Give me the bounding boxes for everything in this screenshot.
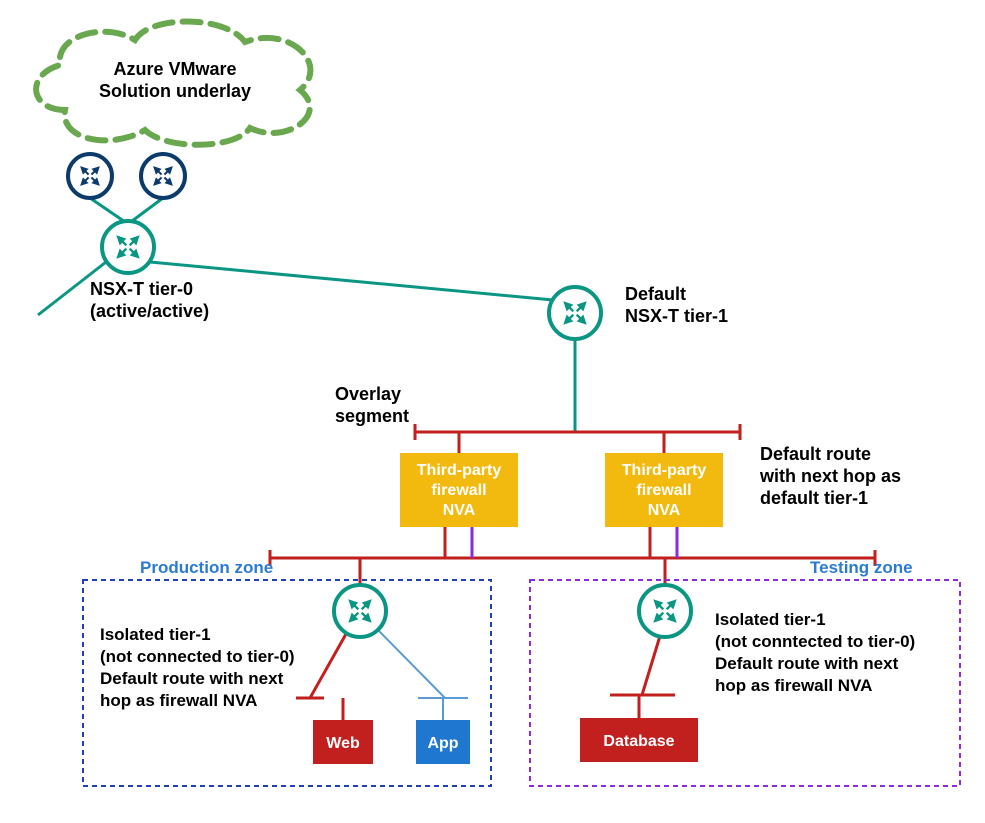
- tier1-router-icon: [549, 287, 601, 339]
- isolated-router-uplinks: [360, 558, 665, 585]
- default-route-label-3: default tier-1: [760, 488, 868, 508]
- edge-router-left-icon: [68, 154, 112, 198]
- svg-text:Web: Web: [326, 735, 360, 752]
- default-route-label-2: with next hop as: [759, 466, 901, 486]
- web-box: Web: [313, 720, 373, 764]
- iso-test-label-3: Default route with next: [715, 654, 899, 673]
- cloud-label-2: Solution underlay: [99, 81, 251, 101]
- svg-text:firewall: firewall: [431, 482, 486, 499]
- firewall-nva-left: Third-party firewall NVA: [400, 453, 518, 527]
- iso-test-label-4: hop as firewall NVA: [715, 676, 872, 695]
- firewall-uplinks: [459, 432, 664, 453]
- svg-text:NVA: NVA: [443, 502, 476, 519]
- overlay-label-1: Overlay: [335, 384, 401, 404]
- firewall-downlinks-red: [445, 527, 650, 558]
- default-route-label-1: Default route: [760, 444, 871, 464]
- database-box: Database: [580, 718, 698, 762]
- svg-text:Third-party: Third-party: [417, 462, 502, 479]
- tier0-label-1: NSX-T tier-0: [90, 279, 193, 299]
- testing-zone-label: Testing zone: [810, 558, 913, 577]
- tier0-label-2: (active/active): [90, 301, 209, 321]
- svg-text:firewall: firewall: [636, 482, 691, 499]
- iso-prod-label-1: Isolated tier-1: [100, 625, 211, 644]
- iso-prod-label-3: Default route with next: [100, 669, 284, 688]
- overlay-label-2: segment: [335, 406, 409, 426]
- test-router-links: [610, 636, 675, 718]
- tier1-label-1: Default: [625, 284, 686, 304]
- svg-text:App: App: [427, 735, 458, 752]
- svg-text:NVA: NVA: [648, 502, 681, 519]
- isolated-tier1-prod-router-icon: [334, 585, 386, 637]
- svg-text:Database: Database: [603, 733, 674, 750]
- iso-prod-label-2: (not connected to tier-0): [100, 647, 295, 666]
- tier1-label-2: NSX-T tier-1: [625, 306, 728, 326]
- iso-prod-label-4: hop as firewall NVA: [100, 691, 257, 710]
- edge-router-right-icon: [141, 154, 185, 198]
- cloud-label-1: Azure VMware: [113, 59, 236, 79]
- svg-text:Third-party: Third-party: [622, 462, 707, 479]
- app-box: App: [416, 720, 470, 764]
- firewall-nva-right: Third-party firewall NVA: [605, 453, 723, 527]
- firewall-downlinks-purple: [472, 527, 677, 558]
- prod-router-links: [296, 630, 468, 720]
- iso-test-label-2: (not conntected to tier-0): [715, 632, 915, 651]
- cloud-underlay: Azure VMware Solution underlay: [36, 21, 310, 144]
- isolated-tier1-test-router-icon: [639, 585, 691, 637]
- tier0-router-icon: [102, 221, 154, 273]
- overlay-segment-bar: [415, 424, 740, 440]
- production-zone-label: Production zone: [140, 558, 273, 577]
- iso-test-label-1: Isolated tier-1: [715, 610, 826, 629]
